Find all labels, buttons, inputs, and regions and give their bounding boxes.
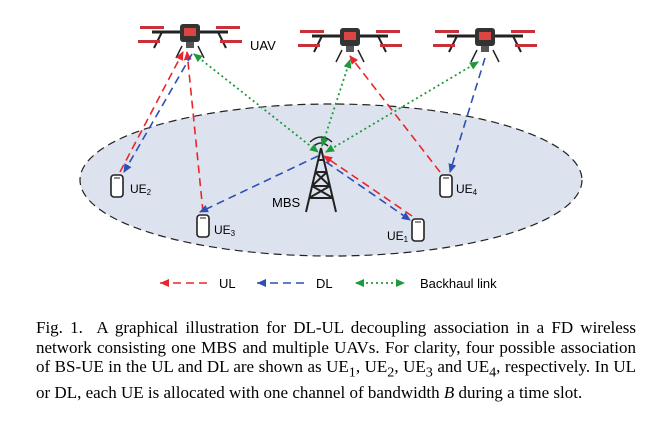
backhaul-link-uav1 <box>193 53 319 153</box>
figure-caption: Fig. 1. A graphical illustration for DL-… <box>36 318 636 402</box>
dl-link-mbs-ue3 <box>199 155 319 213</box>
caption-text-2: , UE <box>355 357 388 376</box>
caption-sub-1: 1 <box>348 364 356 381</box>
ue1-label: UE1 <box>387 229 409 244</box>
ue1-phone-icon <box>411 218 425 242</box>
caption-text-5: , respectively. In UL or DL, each UE is … <box>36 357 636 402</box>
uav-left <box>136 22 244 60</box>
legend-ul-arrowhead <box>160 279 169 287</box>
caption-text-4: and UE <box>432 357 490 376</box>
coverage-cell <box>79 103 583 257</box>
caption-text-6: during a time slot. <box>454 382 583 402</box>
caption-text-3: , UE <box>394 357 426 376</box>
legend-backhaul-label: Backhaul link <box>420 276 497 291</box>
legend-ul-label: UL <box>219 276 236 291</box>
legend-dl-label: DL <box>316 276 333 291</box>
caption-text-1: A graphical illustration for DL-UL decou… <box>36 318 637 376</box>
legend-dl-arrowhead <box>257 279 266 287</box>
legend: UL DL Backhaul link <box>160 276 497 291</box>
ue2-label: UE2 <box>130 182 152 197</box>
ue4-label: UE4 <box>456 182 478 197</box>
mbs-label: MBS <box>272 195 301 210</box>
caption-sub-4: 4 <box>489 364 497 381</box>
ue3-phone-icon <box>196 214 210 238</box>
ue3-label: UE3 <box>214 223 236 238</box>
uav-label: UAV <box>250 38 276 53</box>
dl-link-uav1-ue2 <box>123 53 193 173</box>
uav-right <box>431 26 539 64</box>
ue2-phone-icon <box>110 174 124 198</box>
caption-variable: B <box>443 382 455 402</box>
ue4-phone-icon <box>439 174 453 198</box>
ul-link-ue1-mbs <box>323 155 413 217</box>
ul-link-ue2-uav1 <box>119 51 184 173</box>
caption-prefix: Fig. 1. <box>36 318 83 337</box>
figure-diagram: UAV MBS UE2 UE3 UE1 UE4 UL DL Backhaul l… <box>79 22 583 291</box>
dl-link-mbs-ue1 <box>325 161 411 221</box>
caption-sub-3: 3 <box>425 364 433 381</box>
caption-sub-2: 2 <box>387 364 395 381</box>
